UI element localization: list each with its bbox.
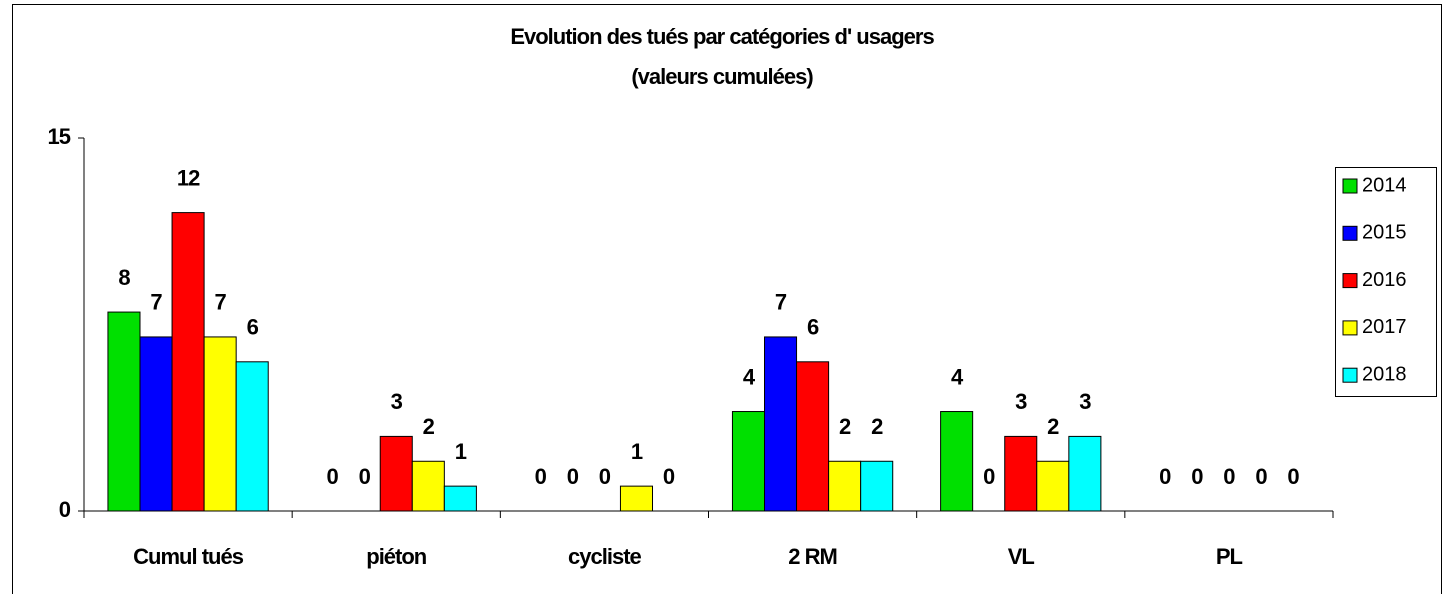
bar: [1068, 435, 1102, 512]
value-label: 0: [599, 464, 611, 489]
value-label: 0: [1191, 464, 1203, 489]
legend-label: 2016: [1362, 269, 1407, 291]
bar: [411, 460, 445, 512]
bar: [443, 485, 477, 512]
value-label: 1: [631, 439, 643, 464]
legend-label: 2015: [1362, 222, 1407, 244]
value-label: 0: [359, 464, 371, 489]
x-tick-label: PL: [1216, 544, 1243, 569]
value-label: 6: [807, 315, 819, 340]
x-tick-label: Cumul tués: [133, 544, 244, 569]
legend-swatch: [1342, 367, 1358, 383]
bar: [379, 435, 413, 512]
value-label: 6: [247, 315, 259, 340]
legend-label: 2018: [1362, 363, 1407, 385]
bar: [796, 361, 830, 512]
bar: [107, 311, 141, 512]
value-label: 2: [871, 414, 883, 439]
x-tick-label: VL: [1008, 544, 1035, 569]
x-tick-label: cycliste: [568, 544, 641, 569]
value-label: 0: [567, 464, 579, 489]
value-label: 2: [423, 414, 435, 439]
legend-label: 2017: [1362, 316, 1407, 338]
bar: [860, 460, 894, 512]
bar: [171, 212, 205, 512]
value-label: 7: [150, 290, 162, 315]
value-label: 7: [775, 290, 787, 315]
legend-swatch: [1342, 273, 1358, 289]
value-label: 4: [743, 364, 756, 389]
bar: [828, 460, 862, 512]
chart-subtitle: (valeurs cumulées): [631, 64, 813, 89]
value-label: 0: [663, 464, 675, 489]
bar: [763, 336, 798, 512]
value-label: 3: [1079, 389, 1091, 414]
value-label: 0: [1287, 464, 1299, 489]
value-label: 1: [455, 439, 467, 464]
bar: [619, 485, 654, 512]
value-label: 12: [177, 165, 200, 190]
value-label: 2: [839, 414, 851, 439]
value-label: 0: [1223, 464, 1235, 489]
value-label: 2: [1047, 414, 1059, 439]
y-tick-label: 15: [48, 124, 71, 149]
value-label: 0: [535, 464, 547, 489]
legend-swatch: [1342, 225, 1358, 241]
bar: [235, 361, 269, 512]
bar: [940, 411, 974, 512]
value-label: 0: [983, 464, 995, 489]
value-label: 0: [1255, 464, 1267, 489]
bar: [1004, 435, 1038, 512]
value-label: 3: [391, 389, 403, 414]
bar: [731, 411, 765, 512]
bar: [1036, 460, 1070, 512]
value-label: 8: [118, 265, 130, 290]
value-label: 0: [327, 464, 339, 489]
y-tick-label: 0: [59, 497, 71, 522]
value-label: 0: [1159, 464, 1171, 489]
value-label: 7: [215, 290, 227, 315]
chart-title: Evolution des tués par catégories d' usa…: [510, 24, 934, 49]
legend-swatch: [1342, 178, 1358, 194]
bar: [203, 336, 237, 512]
x-tick-label: piéton: [366, 544, 427, 569]
bar: [139, 336, 173, 512]
value-label: 4: [951, 364, 964, 389]
x-tick-label: 2 RM: [788, 544, 837, 569]
legend-swatch: [1342, 320, 1358, 336]
legend-label: 2014: [1362, 174, 1407, 196]
value-label: 3: [1015, 389, 1027, 414]
